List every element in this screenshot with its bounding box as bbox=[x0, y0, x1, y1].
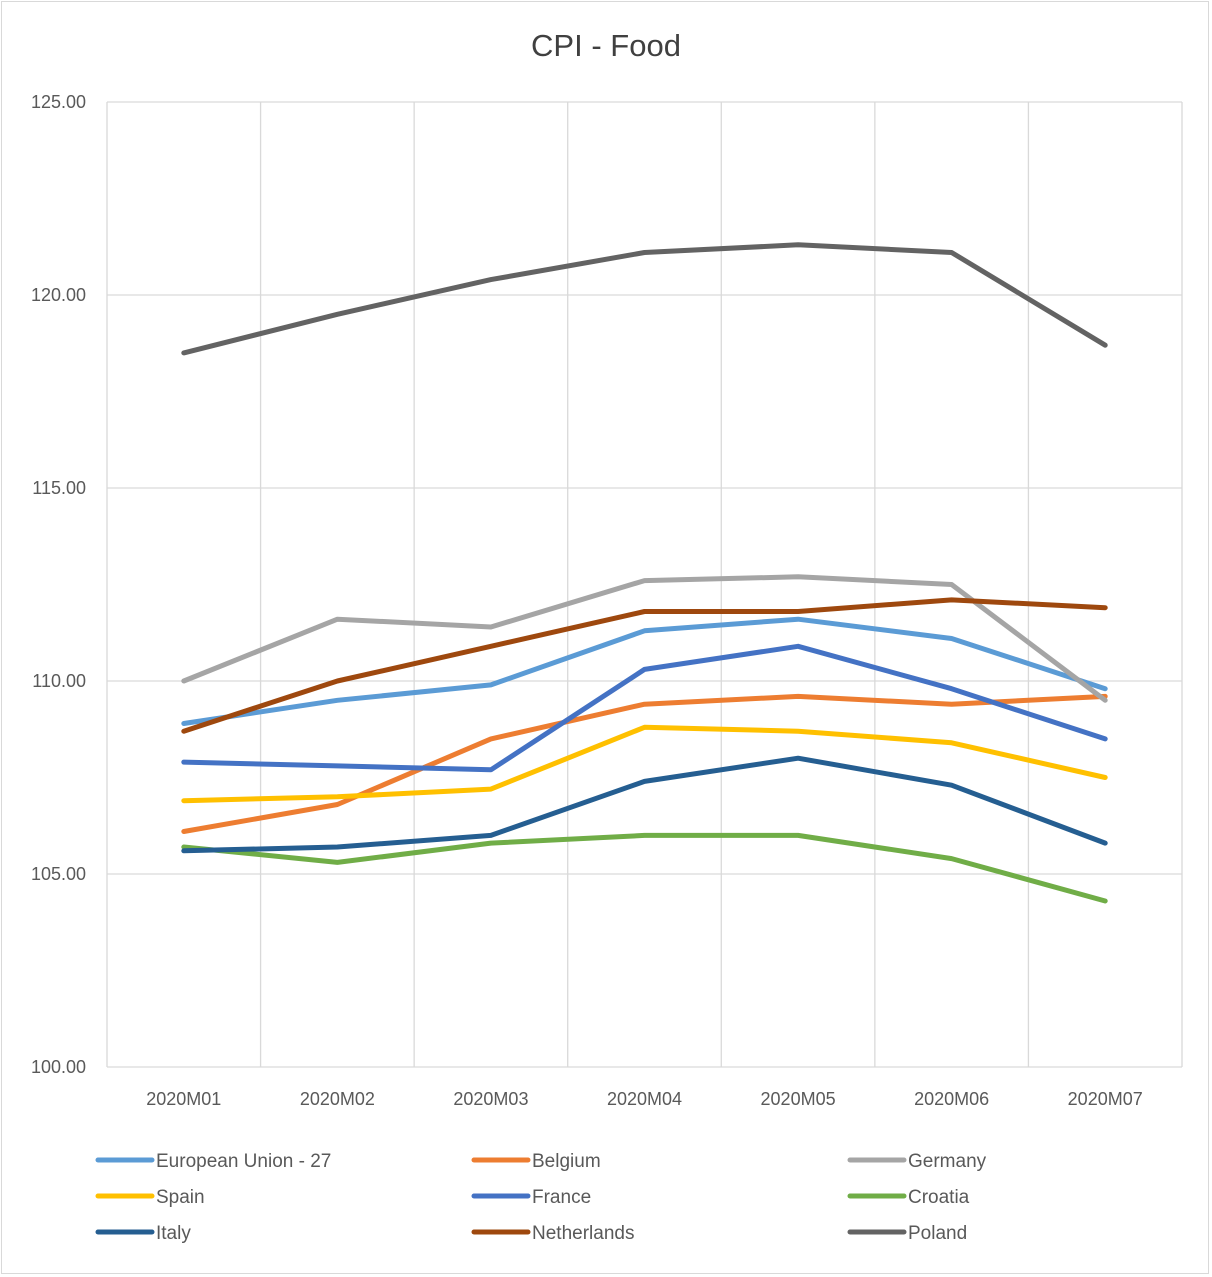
series-line-france bbox=[181, 643, 1108, 773]
grid-lines bbox=[106, 101, 1183, 1068]
legend-item: European Union - 27 bbox=[95, 1151, 331, 1172]
x-tick-label: 2020M07 bbox=[1068, 1089, 1143, 1109]
chart-title: CPI - Food bbox=[531, 28, 681, 63]
x-tick-label: 2020M04 bbox=[607, 1089, 682, 1109]
series-line-belgium bbox=[181, 693, 1108, 834]
y-tick-label: 100.00 bbox=[31, 1057, 86, 1077]
y-tick-label: 115.00 bbox=[32, 478, 86, 498]
legend-label: Germany bbox=[908, 1151, 987, 1172]
series-line-germany bbox=[181, 574, 1108, 703]
y-tick-label: 120.00 bbox=[31, 285, 86, 305]
series-lines bbox=[181, 242, 1108, 904]
y-tick-label: 105.00 bbox=[31, 864, 86, 884]
x-tick-label: 2020M03 bbox=[453, 1089, 528, 1109]
y-axis-tick-labels: 100.00 105.00 110.00 115.00 120.00 125.00 bbox=[31, 92, 86, 1077]
x-tick-label: 2020M01 bbox=[146, 1089, 221, 1109]
legend-label: Poland bbox=[908, 1223, 967, 1244]
series-line-spain bbox=[181, 724, 1108, 804]
legend-item: Croatia bbox=[847, 1187, 970, 1208]
legend-item: Poland bbox=[847, 1223, 967, 1244]
y-tick-label: 110.00 bbox=[32, 671, 86, 691]
series-line-poland bbox=[181, 242, 1108, 356]
legend-item: France bbox=[471, 1187, 591, 1208]
legend-label: Italy bbox=[156, 1223, 191, 1244]
legend-label: Croatia bbox=[908, 1187, 970, 1208]
x-axis-tick-labels: 2020M01 2020M02 2020M03 2020M04 2020M05 2020M… bbox=[146, 1089, 1142, 1109]
legend-item: Italy bbox=[95, 1223, 191, 1244]
legend-label: France bbox=[532, 1187, 591, 1208]
x-tick-label: 2020M06 bbox=[914, 1089, 989, 1109]
legend-item: Germany bbox=[847, 1151, 987, 1172]
legend-label: European Union - 27 bbox=[156, 1151, 331, 1172]
legend-item: Netherlands bbox=[471, 1223, 634, 1244]
x-tick-label: 2020M05 bbox=[761, 1089, 836, 1109]
y-tick-label: 125.00 bbox=[31, 92, 86, 112]
legend-label: Spain bbox=[156, 1187, 205, 1208]
series-line-italy bbox=[181, 755, 1108, 854]
legend-item: Spain bbox=[95, 1187, 205, 1208]
legend: European Union - 27 Belgium Germany Spain Fr… bbox=[95, 1151, 987, 1244]
series-line-netherlands bbox=[181, 597, 1108, 734]
legend-label: Belgium bbox=[532, 1151, 601, 1172]
legend-label: Netherlands bbox=[532, 1223, 634, 1244]
legend-item: Belgium bbox=[471, 1151, 601, 1172]
series-line-croatia bbox=[181, 832, 1108, 904]
series-line-european-union-27 bbox=[181, 616, 1108, 726]
x-tick-label: 2020M02 bbox=[300, 1089, 375, 1109]
